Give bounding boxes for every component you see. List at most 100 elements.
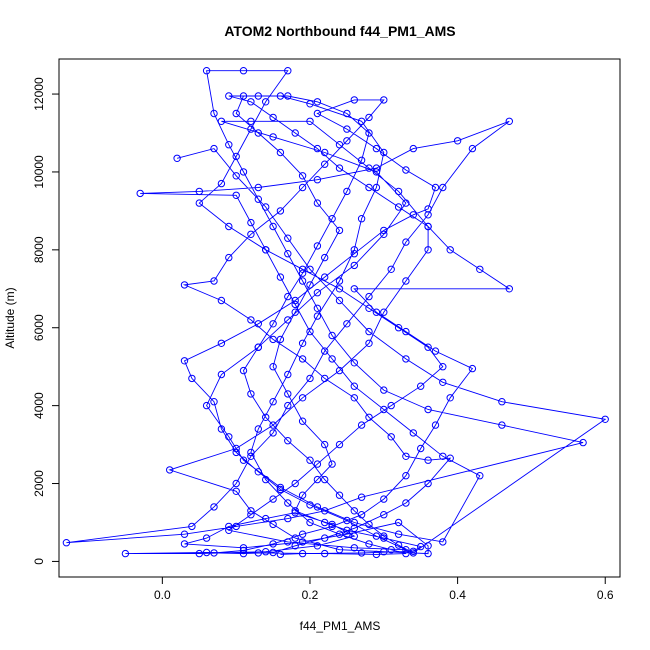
y-tick-label: 0	[32, 558, 46, 565]
data-point	[343, 516, 351, 525]
data-point	[232, 487, 240, 495]
data-point	[424, 246, 432, 254]
data-point	[262, 203, 270, 211]
x-tick-label: 0.6	[597, 588, 614, 602]
data-point	[306, 374, 314, 383]
data-point	[380, 511, 388, 519]
data-point	[468, 144, 477, 153]
data-point	[350, 382, 358, 390]
data-point	[328, 355, 336, 363]
data-point	[424, 343, 432, 351]
data-point	[402, 452, 410, 460]
data-point	[232, 191, 240, 200]
data-point	[365, 164, 373, 172]
data-point	[402, 327, 410, 336]
data-point	[380, 405, 388, 414]
data-point	[313, 312, 322, 320]
data-point	[291, 542, 299, 550]
data-point	[306, 100, 314, 108]
data-point	[335, 491, 344, 499]
data-point	[402, 549, 410, 558]
data-point	[335, 440, 344, 449]
data-point	[350, 524, 358, 532]
data-point	[365, 339, 373, 347]
data-point	[202, 401, 211, 410]
data-point	[298, 530, 307, 538]
data-point	[239, 92, 248, 100]
data-point	[424, 222, 432, 231]
data-point	[579, 438, 587, 447]
data-point	[343, 187, 351, 196]
data-point	[217, 339, 226, 347]
data-point	[446, 394, 454, 402]
data-point	[394, 530, 403, 538]
data-point	[424, 405, 432, 414]
data-point	[239, 544, 248, 552]
data-point	[505, 285, 513, 293]
data-point	[328, 522, 336, 531]
data-point	[357, 493, 366, 501]
data-point	[225, 222, 233, 231]
x-tick-label: 0.4	[449, 588, 466, 602]
data-point	[262, 413, 270, 421]
data-point	[276, 485, 285, 494]
data-point	[380, 548, 388, 556]
data-point	[313, 109, 322, 118]
data-point	[505, 117, 513, 126]
data-point	[350, 359, 358, 367]
data-point	[180, 530, 189, 538]
chart-title: ATOM2 Northbound f44_PM1_AMS	[224, 23, 455, 39]
y-axis-label: Altitude (m)	[3, 287, 17, 348]
data-point	[313, 199, 322, 207]
data-point	[298, 355, 307, 363]
data-point	[284, 401, 292, 410]
data-point	[394, 518, 403, 527]
data-point	[217, 425, 226, 433]
data-point	[247, 98, 255, 106]
data-point	[372, 144, 381, 153]
data-point	[365, 129, 373, 137]
data-point	[350, 250, 358, 258]
data-point	[424, 479, 432, 488]
data-point	[291, 308, 299, 316]
data-point	[284, 370, 292, 379]
data-point	[276, 92, 285, 100]
data-point	[387, 401, 395, 410]
data-point	[313, 460, 322, 468]
data-point	[424, 456, 432, 464]
data-point	[343, 320, 351, 328]
x-axis-label: f44_PM1_AMS	[300, 619, 381, 633]
data-point	[365, 113, 373, 122]
data-point	[247, 117, 255, 126]
data-point	[254, 425, 262, 433]
data-point	[232, 444, 240, 453]
data-point	[372, 164, 381, 172]
data-point	[217, 296, 226, 305]
data-point	[343, 125, 351, 133]
y-tick-label: 6000	[32, 314, 46, 341]
data-point	[239, 456, 248, 464]
data-point	[328, 460, 336, 468]
data-point	[247, 507, 255, 515]
data-point	[269, 320, 277, 328]
data-point	[453, 137, 462, 145]
data-point	[306, 265, 314, 273]
data-point	[284, 234, 292, 242]
data-point	[298, 183, 307, 192]
data-point	[343, 109, 351, 118]
data-point	[232, 448, 240, 457]
data-point	[424, 205, 432, 213]
data-point	[180, 357, 189, 365]
data-point	[239, 366, 248, 375]
data-point	[195, 549, 204, 558]
data-point	[166, 466, 174, 474]
x-axis: 0.0 0.2 0.4 0.6	[154, 576, 614, 602]
data-point	[269, 113, 277, 122]
data-point	[291, 300, 299, 309]
data-point	[232, 172, 240, 180]
data-point	[321, 440, 329, 449]
data-point	[210, 144, 218, 153]
data-point	[357, 421, 366, 429]
data-point	[402, 166, 410, 174]
data-point	[328, 331, 336, 340]
